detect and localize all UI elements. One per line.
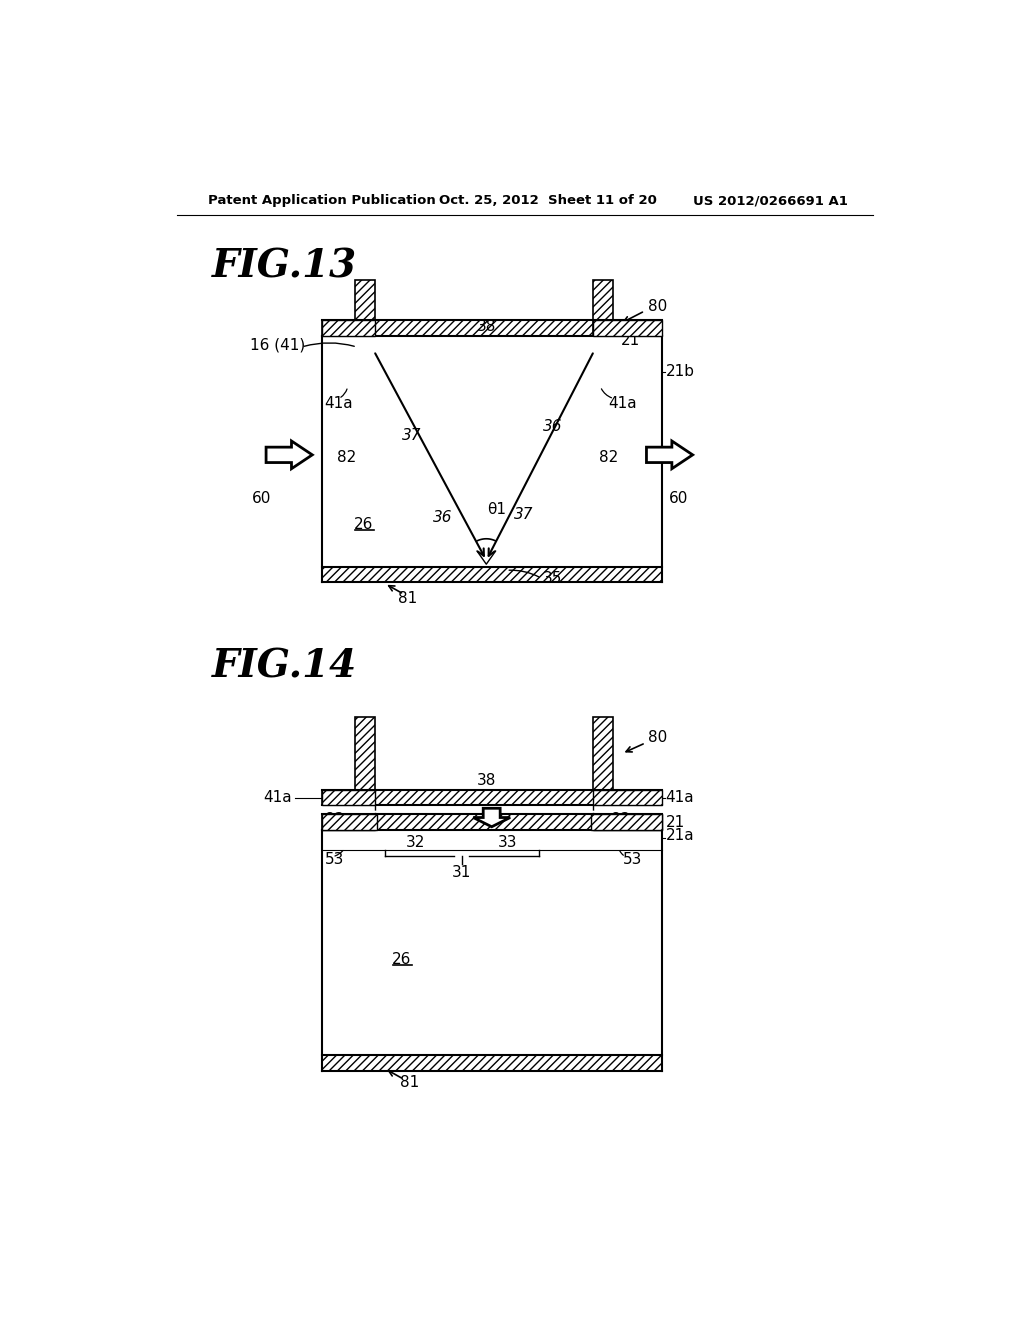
Text: 53: 53 bbox=[325, 851, 344, 867]
Polygon shape bbox=[473, 808, 510, 826]
Text: 35: 35 bbox=[543, 572, 562, 586]
Text: 21: 21 bbox=[621, 334, 640, 348]
Bar bbox=[322, 1056, 662, 1071]
Bar bbox=[322, 814, 377, 830]
Text: 37: 37 bbox=[401, 428, 421, 444]
Bar bbox=[322, 566, 662, 582]
Polygon shape bbox=[266, 441, 312, 469]
Text: 36: 36 bbox=[433, 510, 453, 525]
Text: 82: 82 bbox=[337, 450, 356, 465]
Bar bbox=[593, 814, 662, 830]
Text: 41a: 41a bbox=[263, 789, 292, 805]
Text: 81: 81 bbox=[399, 1074, 419, 1090]
Text: Oct. 25, 2012  Sheet 11 of 20: Oct. 25, 2012 Sheet 11 of 20 bbox=[438, 194, 656, 207]
Text: FIG.14: FIG.14 bbox=[211, 648, 356, 685]
Text: 60: 60 bbox=[252, 491, 271, 507]
Bar bbox=[322, 814, 662, 830]
Text: 21b: 21b bbox=[666, 364, 694, 379]
Text: 26: 26 bbox=[392, 952, 412, 966]
Text: 60: 60 bbox=[669, 491, 688, 507]
Text: 82: 82 bbox=[325, 812, 344, 826]
Text: FIG.13: FIG.13 bbox=[211, 247, 356, 285]
Text: 16 (41): 16 (41) bbox=[250, 337, 305, 352]
Text: 41a: 41a bbox=[666, 789, 694, 805]
Text: 38: 38 bbox=[476, 774, 496, 788]
Bar bbox=[355, 280, 376, 335]
Text: 80: 80 bbox=[648, 298, 668, 314]
Text: 26: 26 bbox=[353, 516, 373, 532]
Bar bbox=[322, 814, 376, 830]
Text: 21: 21 bbox=[666, 814, 685, 830]
Bar bbox=[593, 280, 612, 335]
Bar bbox=[322, 789, 376, 805]
Bar bbox=[322, 321, 376, 335]
Bar bbox=[591, 814, 662, 830]
Text: 81: 81 bbox=[398, 591, 418, 606]
Text: 33: 33 bbox=[498, 834, 517, 850]
Text: US 2012/0266691 A1: US 2012/0266691 A1 bbox=[692, 194, 848, 207]
Bar bbox=[593, 718, 612, 789]
Bar bbox=[593, 321, 662, 335]
Text: 36: 36 bbox=[544, 418, 563, 434]
Text: 41a: 41a bbox=[608, 396, 637, 411]
Polygon shape bbox=[646, 441, 692, 469]
Text: 41a: 41a bbox=[325, 396, 353, 411]
Text: 32: 32 bbox=[406, 834, 425, 850]
Bar bbox=[355, 718, 376, 789]
Text: 31: 31 bbox=[452, 866, 471, 880]
Text: 21a: 21a bbox=[666, 829, 694, 843]
Text: 82: 82 bbox=[611, 812, 631, 826]
Text: Patent Application Publication: Patent Application Publication bbox=[208, 194, 435, 207]
Text: 80: 80 bbox=[648, 730, 668, 744]
Text: θ1: θ1 bbox=[487, 502, 507, 517]
Bar bbox=[322, 321, 662, 335]
Text: 38: 38 bbox=[476, 318, 496, 334]
Text: 82: 82 bbox=[599, 450, 617, 465]
Bar bbox=[322, 789, 662, 805]
Text: 37: 37 bbox=[514, 507, 534, 521]
Text: 53: 53 bbox=[624, 851, 643, 867]
Bar bbox=[593, 789, 662, 805]
